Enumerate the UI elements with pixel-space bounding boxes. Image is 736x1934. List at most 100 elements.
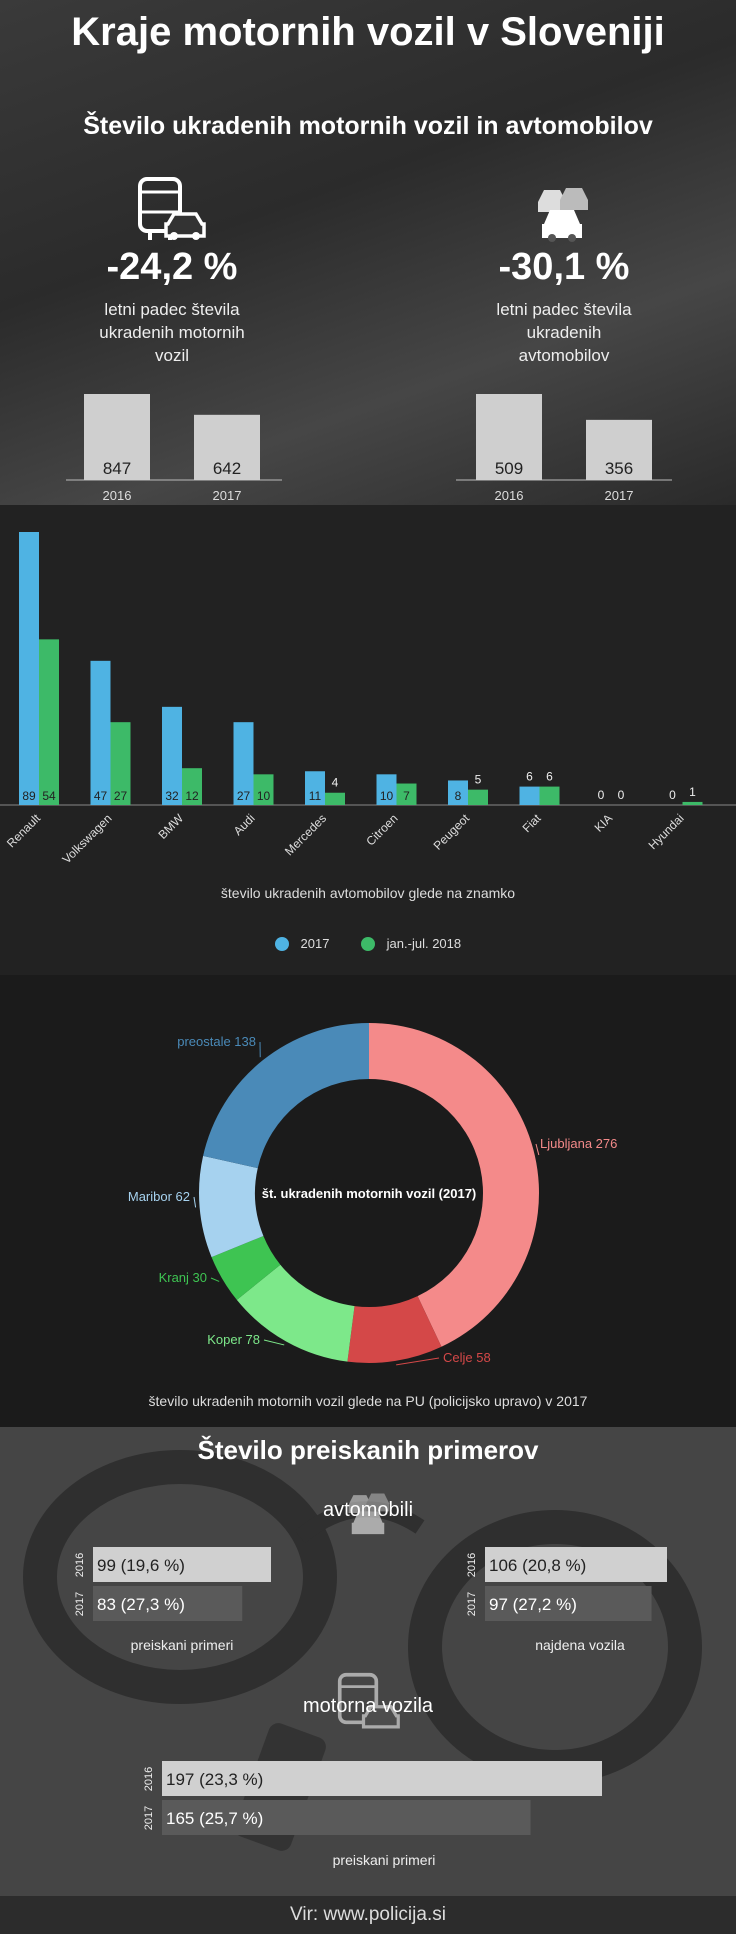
slice-leader [396, 1357, 440, 1366]
caption-line: letni padec števila [496, 300, 632, 319]
slice-label: Kranj 30 [159, 1270, 207, 1285]
bar-renault-0 [19, 532, 39, 805]
mini-bar-2016 [476, 394, 542, 480]
bar-value-label: 47 [94, 789, 108, 803]
slice-leader [535, 1143, 540, 1156]
case-bar-label: 97 (27,2 %) [489, 1595, 577, 1614]
bar-value-label: 27 [114, 789, 128, 803]
bar-value-label: 89 [22, 789, 36, 803]
category-label: Volkswagen [59, 811, 114, 866]
cases-section: Število preiskanih primerov avtomobili m… [0, 1427, 736, 1896]
brands-chart-caption: število ukradenih avtomobilov glede na z… [220, 885, 516, 901]
slice-leader [210, 1277, 220, 1282]
case-group-caption: preiskani primeri [333, 1852, 436, 1868]
stat-caption-cars: letni padec števila ukradenih avtomobilo… [464, 298, 664, 367]
case-bar-car-investigated-2017 [93, 1586, 243, 1621]
case-bar-label: 83 (27,3 %) [97, 1595, 185, 1614]
bar-mercedes-1 [325, 792, 345, 805]
bar-value-label: 8 [455, 789, 462, 803]
category-label: Mercedes [282, 811, 329, 858]
regions-section: Ljubljana 276 Celje 58 Koper 78 Kranj 30 Mar… [0, 975, 736, 1427]
bar-fiat-1 [539, 786, 560, 805]
slice-kranj [211, 1235, 281, 1300]
slice-label: Ljubljana 276 [540, 1136, 617, 1151]
slice-preostale [203, 1023, 369, 1169]
mini-bar-2017 [194, 414, 260, 480]
cases-bar-charts: 99 (19,6 %) 2016 83 (27,3 %) 2017 preiskani … [74, 1547, 667, 1868]
case-year-label: 2016 [143, 1767, 155, 1791]
bar-citroen-1 [396, 783, 417, 805]
bar-value-label: 11 [309, 789, 322, 803]
cars-icon [348, 1493, 390, 1535]
category-label: Audi [231, 811, 258, 838]
legend-swatch-2018 [361, 936, 376, 951]
mini-bar-value: 642 [213, 459, 241, 478]
category-label: Renault [4, 811, 44, 851]
bar-value-label: 6 [546, 770, 553, 784]
slice-maribor [199, 1155, 264, 1258]
bar-bmw-0 [162, 706, 182, 805]
slice-leader [193, 1196, 197, 1208]
stat-percent-cars: -30,1 % [498, 246, 630, 288]
stat-percent-vehicles: -24,2 % [106, 246, 238, 288]
case-year-label: 2016 [466, 1553, 478, 1577]
source-link[interactable]: Vir: www.policija.si [290, 1904, 446, 1925]
bar-value-label: 10 [257, 789, 271, 803]
case-bar-motor-investigated-2016 [162, 1761, 602, 1796]
bar-citroen-0 [376, 774, 397, 805]
case-bar-label: 99 (19,6 %) [97, 1556, 185, 1575]
brands-legend: 2017 jan.-jul. 2018 [0, 935, 736, 951]
bar-value-label: 4 [332, 776, 339, 790]
slice-koper [236, 1264, 355, 1362]
bar-value-label: 27 [237, 789, 251, 803]
slice-label: Koper 78 [207, 1332, 260, 1347]
bar-value-label: 12 [185, 789, 199, 803]
category-label: Hyundai [646, 811, 687, 852]
bar-value-label: 32 [165, 789, 179, 803]
footer: Vir: www.policija.si [0, 1896, 736, 1934]
bar-value-label: 0 [669, 788, 676, 802]
mini-bar-2017 [586, 419, 652, 480]
legend-swatch-2017 [274, 936, 289, 951]
cars-cases-label: avtomobili [322, 1499, 414, 1521]
bar-value-label: 54 [42, 789, 56, 803]
mini-bar-value: 356 [605, 459, 633, 478]
bus-car-icon [138, 177, 206, 240]
case-bar-car-investigated-2016 [93, 1547, 271, 1582]
caption-line: ukradenih motornih [99, 323, 245, 342]
case-group-caption: preiskani primeri [131, 1637, 234, 1653]
category-label: Peugeot [431, 811, 473, 853]
case-group-caption: najdena vozila [535, 1637, 625, 1653]
case-bar-car-found-2016 [485, 1547, 667, 1582]
bar-peugeot-1 [468, 789, 488, 805]
mini-bar-year: 2017 [213, 488, 242, 503]
bar-value-label: 0 [618, 788, 625, 802]
bus-car-icon [337, 1672, 400, 1729]
bar-volkswagen-1 [110, 722, 131, 805]
summary-section: Kraje motornih vozil v Sloveniji Število… [0, 0, 736, 505]
bar-audi-1 [253, 774, 274, 805]
bar-value-label: 1 [689, 785, 696, 799]
bar-value-label: 6 [526, 770, 533, 784]
caption-line: letni padec števila [104, 300, 240, 319]
category-label: BMW [155, 811, 186, 842]
mini-bar-year: 2016 [103, 488, 132, 503]
category-label: Citroen [363, 811, 400, 848]
regions-donut-chart: Ljubljana 276 Celje 58 Koper 78 Kranj 30 Mar… [128, 1023, 617, 1366]
bar-audi-0 [233, 722, 254, 805]
bar-peugeot-0 [448, 780, 468, 805]
mini-bar-year: 2017 [605, 488, 634, 503]
bar-value-label: 10 [380, 789, 394, 803]
regions-chart-caption: število ukradenih motornih vozil glede n… [148, 1393, 588, 1409]
category-label: Fiat [520, 811, 545, 836]
caption-line: avtomobilov [518, 346, 610, 365]
page-subtitle: Število ukradenih motornih vozil in avto… [83, 112, 653, 140]
bar-value-label: 7 [403, 789, 410, 803]
bar-fiat-0 [519, 786, 540, 805]
motor-cases-label: motorna vozila [302, 1695, 434, 1717]
bar-hyundai-1 [682, 801, 703, 805]
legend-label-2017: 2017 [300, 936, 330, 952]
slice-leader [263, 1339, 285, 1346]
bar-volkswagen-0 [90, 660, 111, 805]
mini-bar-year: 2016 [495, 488, 524, 503]
